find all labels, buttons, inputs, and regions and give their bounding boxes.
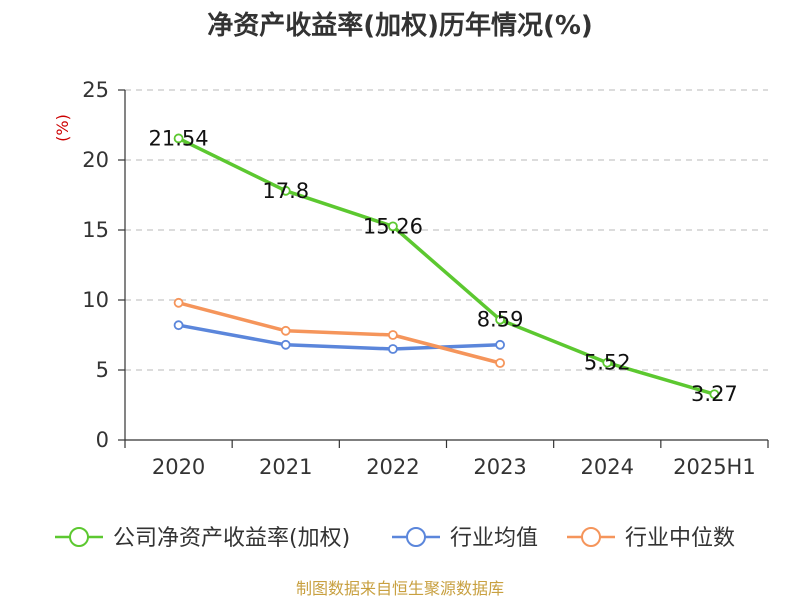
data-point-2-1 [280, 325, 291, 336]
y-tick-label-5: 5 [96, 358, 109, 382]
x-tick-label-2025H1: 2025H1 [673, 455, 756, 479]
y-tick-label-25: 25 [82, 78, 109, 102]
data-point-2-3 [495, 358, 505, 368]
data-point-0-4 [602, 357, 613, 368]
y-tick-label-20: 20 [82, 148, 109, 172]
data-point-0-2 [388, 221, 398, 232]
data-point-2-0 [173, 297, 184, 308]
series-lines [177, 136, 715, 396]
x-tick-label-2022: 2022 [366, 455, 419, 479]
data-label-0-2: 15.26 [363, 214, 423, 238]
data-point-1-2 [388, 344, 398, 354]
legend-marker-2 [581, 527, 601, 547]
legend: 公司净资产收益率(加权) 行业均值 行业中位数 [55, 526, 735, 551]
data-labels: 21.54 17.8 15.26 8.59 5.52 3.27 [149, 126, 738, 406]
data-point-0-0 [173, 133, 184, 144]
data-point-0-5 [709, 389, 720, 400]
y-axis-unit-label: (%) [53, 114, 72, 142]
series-points [173, 133, 720, 400]
legend-marker-1 [406, 527, 426, 547]
x-tick-label-2023: 2023 [473, 455, 526, 479]
data-label-0-0: 21.54 [149, 126, 209, 150]
data-point-0-3 [495, 314, 505, 325]
data-label-0-1: 17.8 [262, 179, 309, 203]
data-point-0-1 [280, 185, 291, 196]
chart-title: 净资产收益率(加权)历年情况(%) [207, 10, 593, 41]
x-axis-ticks: 2020 2021 2022 2023 2024 2025H1 [124, 440, 769, 479]
data-point-1-1 [280, 339, 291, 350]
data-point-1-0 [173, 320, 184, 331]
y-tick-label-15: 15 [82, 218, 109, 242]
series-line-0 [177, 136, 715, 396]
data-point-1-3 [495, 339, 505, 350]
x-tick-label-2024: 2024 [581, 455, 634, 479]
y-tick-label-0: 0 [96, 428, 109, 452]
data-label-0-4: 5.52 [584, 351, 631, 375]
y-axis-ticks: 0 5 10 15 20 25 [82, 78, 125, 452]
data-point-2-2 [388, 330, 398, 340]
legend-label-2: 行业中位数 [625, 526, 735, 551]
x-tick-label-2020: 2020 [152, 455, 205, 479]
data-label-0-5: 3.27 [691, 382, 738, 406]
grid-lines [125, 89, 768, 371]
legend-label-0: 公司净资产收益率(加权) [113, 526, 350, 551]
axes [124, 90, 768, 441]
legend-label-1: 行业均值 [450, 526, 538, 551]
series-line-2 [178, 301, 501, 365]
y-tick-label-10: 10 [82, 288, 109, 312]
legend-marker-0 [69, 527, 89, 547]
x-tick-label-2021: 2021 [259, 455, 312, 479]
source-note: 制图数据来自恒生聚源数据库 [296, 579, 504, 598]
series-line-1 [178, 323, 501, 351]
data-label-0-3: 8.59 [477, 308, 524, 332]
